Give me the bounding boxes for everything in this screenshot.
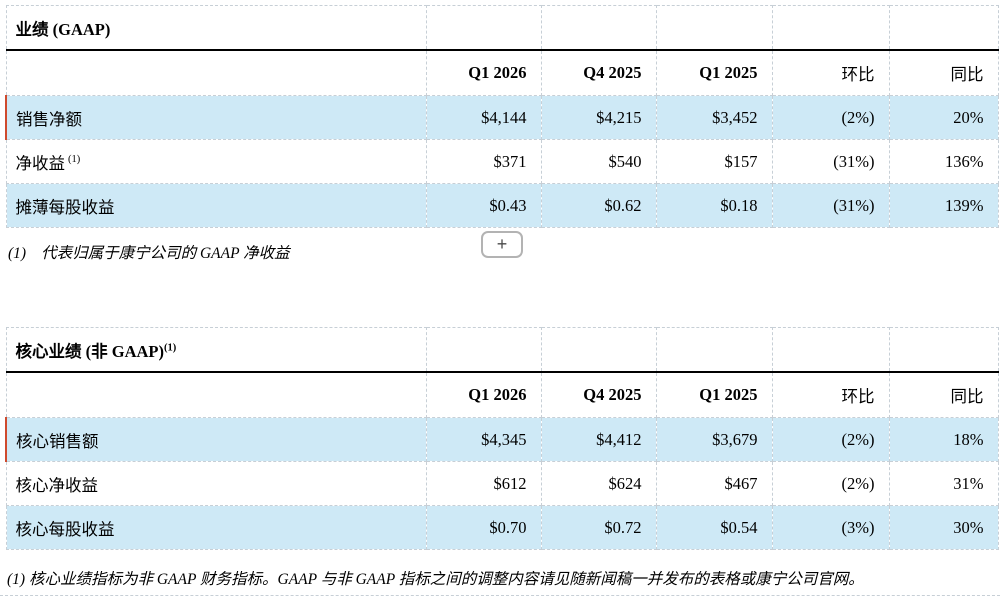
row-label: 净收益 (1)	[5, 139, 427, 184]
cell-value: (2%)	[771, 461, 890, 506]
gaap-footnote-row: (1) 代表归属于康宁公司的 GAAP 净收益 +	[5, 228, 1000, 275]
cell-value: $540	[540, 139, 657, 184]
row-label: 核心净收益	[5, 461, 427, 506]
core-footnote: (1) 核心业绩指标为非 GAAP 财务指标。GAAP 与非 GAAP 指标之间…	[7, 567, 1000, 592]
cell-value: 18%	[888, 417, 999, 462]
column-header: 环比	[771, 371, 890, 418]
column-header: Q4 2025	[540, 49, 657, 96]
cell-value: $371	[425, 139, 542, 184]
cell-value: $612	[425, 461, 542, 506]
row-label: 摊薄每股收益	[5, 183, 427, 228]
cell-value: $624	[540, 461, 657, 506]
footnote-marker: (1)	[8, 245, 27, 262]
cell-value: 30%	[888, 505, 999, 550]
cell-value: $0.62	[540, 183, 657, 228]
table-title-row: 核心业绩 (非 GAAP)(1)	[5, 327, 999, 373]
table-row: 核心净收益 $612 $624 $467 (2%) 31%	[5, 461, 999, 506]
cell-value: $0.43	[425, 183, 542, 228]
section-title: 业绩 (GAAP)	[5, 5, 427, 51]
cell-value: $0.72	[540, 505, 657, 550]
table-row: 净收益 (1) $371 $540 $157 (31%) 136%	[5, 139, 999, 184]
expand-button[interactable]: +	[481, 231, 523, 258]
cell-value: $4,345	[425, 417, 542, 462]
column-header: Q1 2025	[655, 371, 773, 418]
gaap-results-table: 业绩 (GAAP) Q1 2026 Q4 2025 Q1 2025 环比 同比 …	[5, 5, 999, 228]
row-label: 核心每股收益	[5, 505, 427, 550]
cell-value: 20%	[888, 95, 999, 140]
cell-value: $3,679	[655, 417, 773, 462]
footnote-text: 核心业绩指标为非 GAAP 财务指标。GAAP 与非 GAAP 指标之间的调整内…	[28, 571, 864, 588]
cell-value: $3,452	[655, 95, 773, 140]
cell-value: (31%)	[771, 183, 890, 228]
table-row: 摊薄每股收益 $0.43 $0.62 $0.18 (31%) 139%	[5, 183, 999, 228]
cell-value: 136%	[888, 139, 999, 184]
cell-value: (2%)	[771, 95, 890, 140]
cell-value: $4,215	[540, 95, 657, 140]
table-row: 核心每股收益 $0.70 $0.72 $0.54 (3%) 30%	[5, 505, 999, 550]
footnote-text: 代表归属于康宁公司的 GAAP 净收益	[41, 245, 290, 262]
cell-value: $467	[655, 461, 773, 506]
cell-value: 31%	[888, 461, 999, 506]
section-title: 核心业绩 (非 GAAP)(1)	[5, 327, 427, 373]
row-label: 销售净额	[5, 95, 427, 140]
column-header: Q4 2025	[540, 371, 657, 418]
cell-value: (3%)	[771, 505, 890, 550]
cell-value: (2%)	[771, 417, 890, 462]
next-table-top-border	[0, 595, 1000, 596]
cell-value: $4,144	[425, 95, 542, 140]
column-header: 同比	[888, 371, 999, 418]
column-header: Q1 2025	[655, 49, 773, 96]
column-header-row: Q1 2026 Q4 2025 Q1 2025 环比 同比	[5, 49, 999, 96]
column-header: 同比	[888, 49, 999, 96]
cell-value: $0.18	[655, 183, 773, 228]
cell-value: $4,412	[540, 417, 657, 462]
table-title-row: 业绩 (GAAP)	[5, 5, 999, 51]
column-header: Q1 2026	[425, 49, 542, 96]
table-row: 核心销售额 $4,345 $4,412 $3,679 (2%) 18%	[5, 417, 999, 462]
core-results-table: 核心业绩 (非 GAAP)(1) Q1 2026 Q4 2025 Q1 2025…	[5, 327, 999, 550]
footnote-marker: (1)	[7, 571, 26, 588]
cell-value: 139%	[888, 183, 999, 228]
cell-value: $157	[655, 139, 773, 184]
column-header-row: Q1 2026 Q4 2025 Q1 2025 环比 同比	[5, 371, 999, 418]
table-row: 销售净额 $4,144 $4,215 $3,452 (2%) 20%	[5, 95, 999, 140]
cell-value: (31%)	[771, 139, 890, 184]
gaap-footnote: (1) 代表归属于康宁公司的 GAAP 净收益	[8, 241, 290, 263]
column-header: 环比	[771, 49, 890, 96]
row-label: 核心销售额	[5, 417, 427, 462]
column-header: Q1 2026	[425, 371, 542, 418]
cell-value: $0.70	[425, 505, 542, 550]
cell-value: $0.54	[655, 505, 773, 550]
